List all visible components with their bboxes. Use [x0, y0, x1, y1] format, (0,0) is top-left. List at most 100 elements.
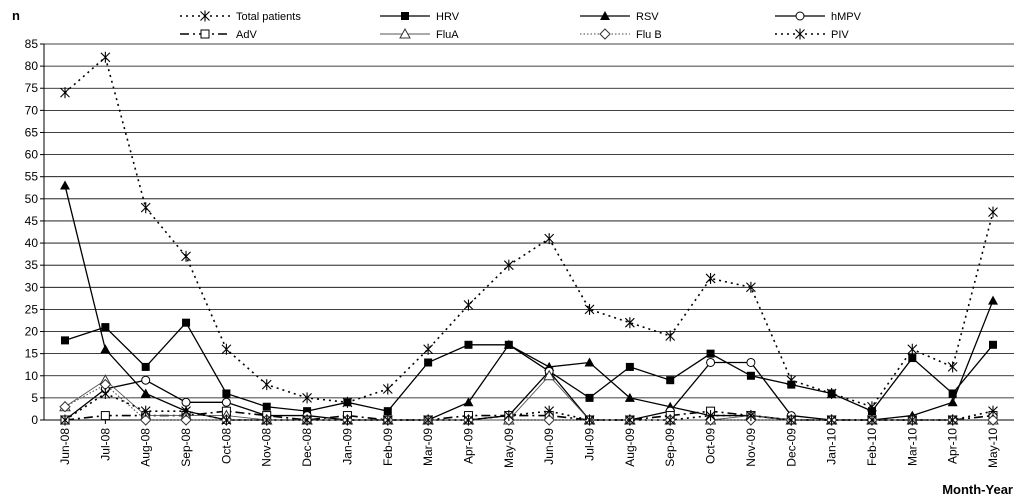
data-point-total-patients: [221, 343, 232, 355]
data-point-total-patients: [302, 392, 312, 404]
legend-label: Flu B: [636, 29, 662, 41]
data-point-piv: [100, 387, 111, 399]
legend-item-hmpv: hMPV: [775, 11, 862, 23]
x-tick-label: Apr-10: [946, 428, 960, 464]
data-point-hrv: [989, 340, 997, 349]
x-tick-label: Jul-09: [583, 428, 597, 461]
data-point-hrv: [625, 362, 634, 371]
data-point-rsv: [463, 397, 474, 407]
data-point-piv: [302, 414, 312, 426]
series-line-piv: [64, 392, 994, 421]
y-tick-label: 30: [25, 280, 39, 294]
data-point-piv: [705, 410, 716, 422]
x-tick-label: Jul-08: [98, 428, 112, 461]
data-point-rsv: [503, 339, 514, 349]
data-point-hrv: [101, 323, 110, 332]
legend-label: RSV: [636, 11, 659, 23]
data-point-piv: [584, 414, 595, 426]
data-point-rsv: [624, 392, 635, 402]
legend-label: HRV: [436, 11, 460, 23]
data-point-hrv: [343, 398, 352, 407]
data-point-rsv: [140, 388, 151, 398]
y-tick-label: 50: [25, 192, 39, 206]
legend-marker: [200, 10, 210, 22]
y-tick-label: 60: [25, 148, 39, 162]
legend-label: hMPV: [831, 11, 862, 23]
data-point-total-patients: [665, 330, 676, 342]
legend-label: FluA: [436, 29, 459, 41]
data-point-hrv: [867, 407, 876, 416]
y-tick-labels: 0 5 10 15 20 25 30 35 40 45 50 55 60 65 70 75 80 85: [25, 37, 39, 427]
data-point-rsv: [584, 357, 595, 367]
legend-item-flu-b: Flu B: [580, 28, 662, 41]
data-point-piv: [221, 414, 232, 426]
y-tick-label: 85: [25, 37, 39, 51]
data-point-hrv: [908, 354, 917, 363]
data-point-total-patients: [624, 317, 635, 329]
data-point-total-patients: [382, 383, 393, 395]
data-point-hmpv: [141, 375, 151, 385]
axes: [40, 43, 1014, 424]
data-point-hmpv: [221, 397, 231, 407]
data-point-piv: [786, 414, 797, 426]
y-tick-label: 0: [31, 413, 38, 427]
data-point-piv: [60, 414, 70, 426]
y-tick-label: 55: [25, 170, 39, 184]
data-point-hrv: [383, 407, 392, 416]
data-point-rsv: [947, 397, 958, 407]
data-series: [59, 51, 999, 426]
data-point-hmpv: [181, 397, 191, 407]
data-point-hrv: [61, 336, 69, 345]
data-point-piv: [423, 414, 434, 426]
x-tick-label: Sep-09: [663, 428, 677, 467]
data-point-hrv: [706, 349, 715, 358]
y-tick-label: 75: [25, 81, 39, 95]
data-point-piv: [624, 414, 635, 426]
legend-item-rsv: RSV: [580, 11, 659, 23]
legend-marker: [399, 27, 411, 39]
x-tick-label: Nov-09: [744, 428, 758, 467]
data-point-hrv: [666, 376, 675, 385]
data-point-flu-b: [139, 414, 152, 426]
data-point-piv: [181, 405, 191, 417]
x-tick-label: Sep-08: [179, 428, 193, 467]
data-point-piv: [261, 414, 272, 426]
data-point-total-patients: [584, 303, 595, 315]
data-point-piv: [544, 405, 555, 417]
data-point-hrv: [787, 380, 796, 389]
series-hrv: [61, 318, 997, 416]
x-tick-label: Jun-08: [58, 428, 72, 465]
x-axis-title: Month-Year: [942, 482, 1013, 497]
data-point-flu-b: [987, 414, 999, 426]
legend-label: AdV: [236, 29, 257, 41]
data-point-rsv: [60, 180, 70, 190]
data-point-total-patients: [746, 281, 756, 293]
legend-marker: [401, 12, 409, 20]
x-tick-label: Oct-08: [219, 428, 233, 464]
legend-label: Total patients: [236, 11, 301, 23]
y-tick-label: 20: [25, 325, 39, 339]
x-tick-label: Dec-08: [300, 428, 314, 467]
x-tick-label: Mar-10: [905, 428, 919, 466]
y-axis-title: n: [12, 8, 20, 23]
data-point-hrv: [948, 389, 957, 398]
data-point-total-patients: [705, 272, 716, 284]
x-tick-label: Feb-09: [381, 428, 395, 466]
legend-marker: [795, 28, 805, 40]
data-point-piv: [665, 414, 676, 426]
data-point-total-patients: [988, 206, 998, 218]
x-tick-label: Aug-08: [139, 428, 153, 467]
x-tick-label: Oct-09: [704, 428, 718, 464]
x-tick-label: Feb-10: [865, 428, 879, 466]
data-point-hrv: [746, 371, 755, 380]
y-tick-label: 5: [31, 391, 38, 405]
data-point-piv: [988, 405, 998, 417]
data-point-flua: [543, 369, 556, 381]
legend-item-flua: FluA: [380, 27, 459, 41]
data-point-total-patients: [140, 202, 151, 214]
series-piv: [60, 387, 998, 426]
data-point-piv: [867, 414, 877, 426]
data-point-flu-b: [180, 414, 192, 426]
data-point-piv: [826, 414, 837, 426]
